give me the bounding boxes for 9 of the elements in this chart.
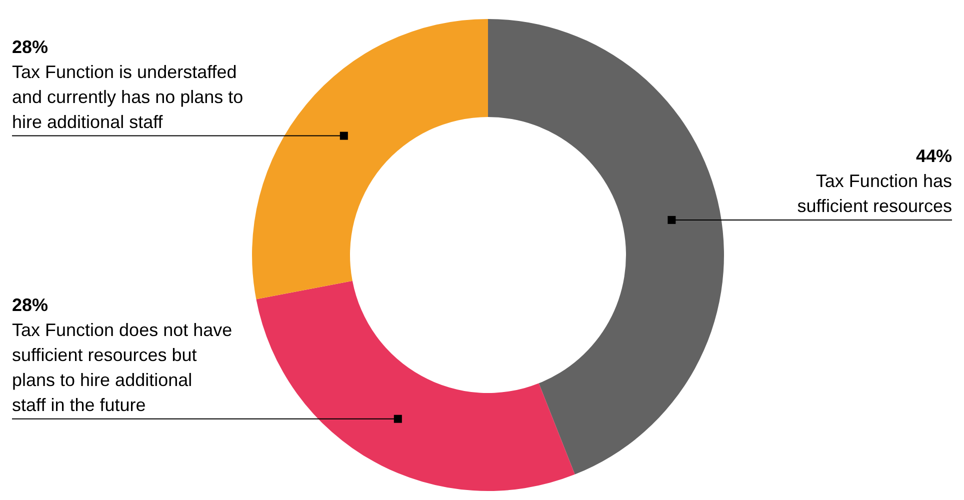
slice-label: Tax Function does not have sufficient resources but plans to hire additional staff in the future xyxy=(12,320,232,415)
data-label: 28% xyxy=(12,294,48,315)
donut-slice xyxy=(488,19,724,474)
data-label: 28% xyxy=(12,36,48,57)
data-label: 44% xyxy=(916,146,952,166)
slice-label: Tax Function is understaffed and currently has no plans to hire additional staff xyxy=(12,62,244,132)
donut-slice xyxy=(252,19,488,300)
slice-label: Tax Function has sufficient resources xyxy=(797,170,952,216)
donut-slice xyxy=(256,280,575,491)
